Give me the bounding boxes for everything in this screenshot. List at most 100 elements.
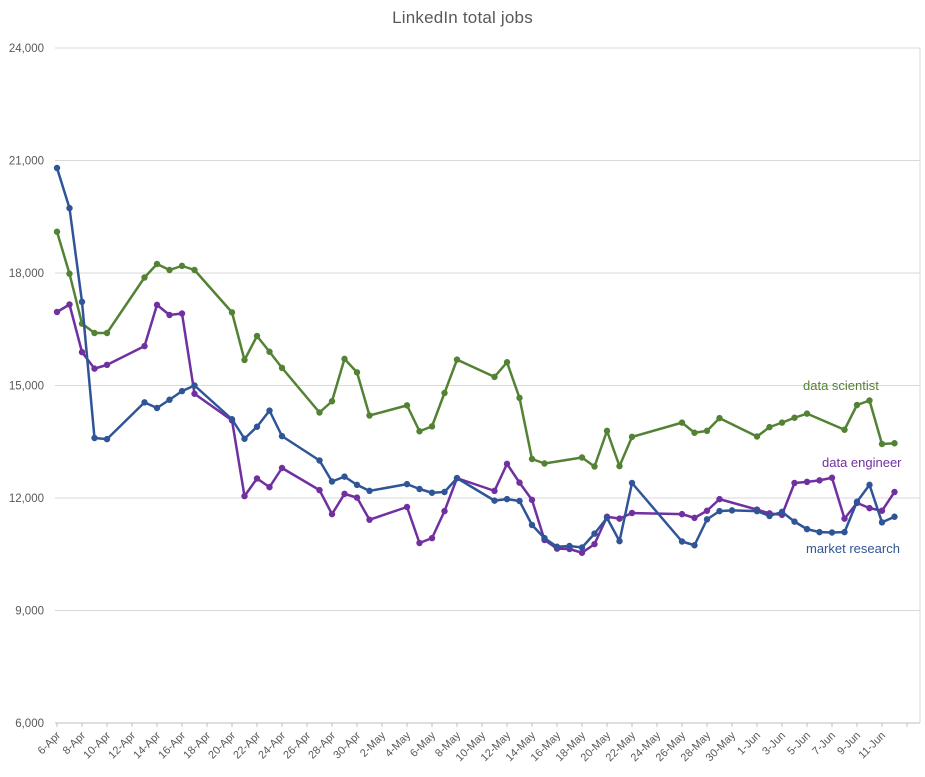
data-point	[103, 361, 111, 369]
data-point	[866, 397, 873, 404]
data-point	[866, 481, 873, 489]
data-point	[153, 260, 161, 268]
data-point	[591, 530, 598, 537]
data-point	[253, 332, 261, 340]
data-point	[328, 478, 336, 485]
data-point	[366, 412, 373, 419]
data-point	[691, 429, 698, 436]
x-axis-tick-label: 4-May	[383, 729, 413, 759]
data-point	[316, 409, 323, 416]
data-point	[528, 455, 536, 463]
x-axis-tick-label: 18-Apr	[181, 729, 213, 761]
data-point	[528, 496, 536, 504]
data-point	[753, 507, 761, 515]
series-line-market-research	[55, 166, 896, 549]
x-axis-tick-label: 14-Apr	[131, 729, 163, 761]
data-point	[53, 228, 61, 235]
data-point	[103, 329, 111, 337]
data-point	[53, 164, 61, 172]
data-point	[703, 516, 711, 523]
data-point	[403, 503, 411, 511]
data-point	[166, 266, 173, 274]
data-point	[66, 301, 73, 308]
data-point	[353, 481, 361, 489]
data-point	[503, 495, 511, 503]
data-point	[591, 463, 598, 470]
data-point	[516, 394, 523, 402]
data-point	[278, 432, 286, 440]
data-point	[578, 454, 586, 461]
data-point	[366, 487, 373, 495]
data-point	[341, 490, 348, 498]
y-axis-tick-label: 15,000	[9, 381, 44, 393]
data-point	[91, 434, 98, 442]
data-point	[816, 528, 823, 536]
x-axis-tick-label: 16-Apr	[156, 729, 188, 761]
y-axis-tick-label: 6,000	[15, 718, 44, 730]
x-axis-tick-label: 12-Apr	[106, 729, 138, 761]
data-point	[241, 435, 248, 442]
data-point	[266, 348, 273, 355]
data-point	[791, 479, 798, 487]
y-axis-tick-label: 18,000	[9, 268, 44, 280]
data-point	[353, 494, 361, 501]
data-point	[791, 414, 798, 421]
data-point	[266, 483, 273, 491]
data-point	[453, 356, 461, 363]
data-point	[178, 387, 186, 395]
data-point	[578, 544, 586, 551]
data-point	[316, 457, 323, 464]
data-point	[803, 525, 811, 533]
x-axis-tick-label: 1-Jun	[735, 730, 763, 758]
data-point	[253, 475, 261, 482]
x-axis-tick-label: 6-Apr	[36, 729, 64, 757]
data-point	[841, 426, 848, 433]
x-axis-tick-label: 2-May	[358, 729, 388, 759]
data-point	[178, 262, 186, 270]
data-point	[441, 507, 448, 515]
data-point	[541, 534, 548, 542]
data-point	[341, 473, 348, 480]
data-point	[316, 486, 323, 494]
x-axis-tick-label: 5-Jun	[785, 730, 813, 758]
data-point	[516, 497, 523, 505]
data-point	[828, 474, 836, 481]
data-point	[691, 514, 698, 522]
data-point	[591, 540, 598, 548]
series-label-market-research: market research	[806, 541, 900, 556]
chart-title: LinkedIn total jobs	[392, 8, 533, 27]
data-point	[66, 270, 73, 277]
data-point	[141, 342, 148, 350]
data-point	[716, 507, 723, 515]
data-point	[241, 356, 248, 364]
data-point	[678, 419, 686, 426]
data-point	[353, 369, 361, 376]
data-point	[103, 435, 111, 443]
data-point	[716, 414, 723, 422]
data-point	[428, 489, 436, 496]
y-axis-tick-label: 21,000	[9, 156, 44, 168]
data-point	[678, 510, 686, 518]
data-point	[403, 402, 411, 409]
data-point	[241, 492, 248, 500]
data-point	[716, 495, 723, 503]
x-axis-tick-label: 3-Jun	[760, 730, 788, 758]
data-point	[541, 460, 548, 467]
data-point	[341, 355, 348, 363]
data-point	[803, 410, 811, 417]
x-axis-tick-label: 11-Jun	[856, 730, 888, 762]
data-point	[703, 427, 711, 435]
data-point	[78, 348, 86, 356]
data-point	[278, 364, 286, 372]
data-point	[828, 529, 836, 536]
data-point	[141, 274, 148, 281]
data-point	[516, 479, 523, 486]
x-axis-tick-label: 26-Apr	[281, 729, 313, 761]
data-point	[753, 433, 761, 440]
data-point	[766, 512, 773, 520]
data-point	[628, 509, 636, 517]
data-point	[616, 537, 623, 545]
data-point	[328, 398, 336, 405]
data-point	[403, 480, 411, 488]
